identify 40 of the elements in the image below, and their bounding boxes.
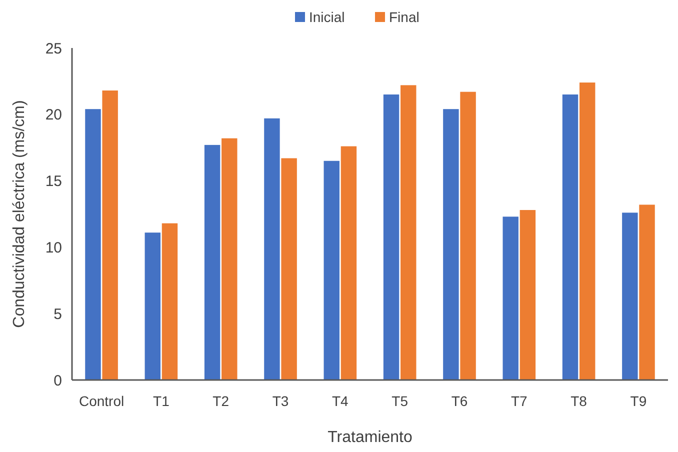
bar [460, 92, 476, 380]
y-axis-title: Conductividad eléctrica (ms/cm) [11, 100, 28, 328]
bar [85, 109, 101, 380]
bar [204, 144, 220, 380]
y-tick-label: 25 [45, 40, 62, 58]
y-tick-label: 20 [45, 106, 62, 124]
x-tick-label: T7 [510, 393, 528, 409]
x-tick-label: T9 [630, 393, 647, 409]
y-tick-label: 15 [45, 173, 62, 190]
bar [383, 94, 400, 380]
bar [102, 90, 118, 380]
x-tick-label: T4 [332, 393, 349, 409]
bar [622, 212, 638, 380]
bar [400, 85, 416, 380]
bar [579, 82, 596, 380]
bar [264, 118, 280, 380]
bar [639, 204, 655, 380]
bar [144, 232, 161, 380]
x-tick-label: T2 [212, 393, 230, 409]
x-tick-label: T5 [392, 393, 408, 409]
bar [281, 158, 297, 380]
bar [340, 146, 357, 380]
bar [443, 109, 459, 380]
x-tick-label: T8 [570, 393, 588, 409]
x-tick-label: T1 [153, 393, 170, 409]
bar [502, 216, 518, 380]
y-tick-label: 0 [54, 372, 62, 390]
y-tick-label: 10 [45, 239, 62, 256]
x-axis-title: Tratamiento [328, 429, 412, 446]
x-tick-label: T6 [451, 393, 468, 409]
x-tick-label: Control [78, 393, 124, 409]
bar [324, 160, 340, 380]
legend-label: Final [389, 9, 420, 25]
bar [520, 210, 536, 380]
bar [162, 223, 178, 380]
x-tick-label: T3 [272, 393, 289, 409]
bar [562, 94, 578, 380]
y-tick-label: 5 [54, 306, 62, 323]
bar [222, 138, 238, 380]
legend-label: Inicial [309, 9, 345, 25]
